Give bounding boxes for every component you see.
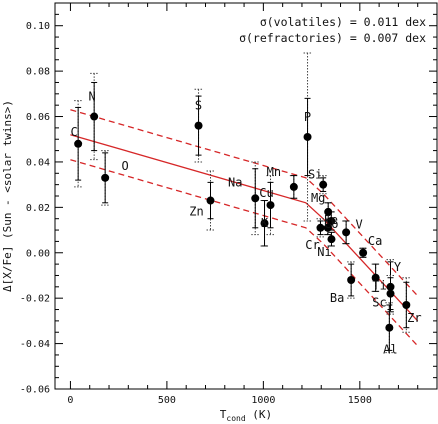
point-label-p: P [304, 110, 311, 124]
y-tick-label: 0.10 [26, 21, 50, 32]
axis-ticks [55, 2, 437, 390]
point-label-n: N [89, 90, 96, 104]
data-point-s [194, 121, 203, 130]
point-label-zr: Zr [407, 311, 421, 325]
point-label-cr: Cr [305, 238, 319, 252]
y-tick-label: -0.06 [20, 385, 50, 396]
point-label-sc: Sc [372, 296, 386, 310]
data-point-zr [402, 300, 411, 309]
point-label-k: K [261, 216, 269, 230]
point-label-y: Y [394, 260, 402, 274]
data-point-n [90, 112, 99, 121]
x-axis-label: Tcond (K) [220, 408, 272, 423]
data-point-ni [327, 235, 336, 244]
data-points [74, 112, 411, 332]
error-bars [74, 52, 411, 354]
x-tick-label: 1000 [251, 395, 275, 406]
y-tick-label: -0.04 [20, 339, 50, 350]
y-tick-label: 0.04 [26, 157, 50, 168]
fit-line [70, 134, 419, 322]
x-axis-label-sub: cond [226, 414, 245, 423]
data-point-p [303, 132, 312, 141]
y-axis-label: Δ[X/Fe] (Sun - <solar twins>) [1, 100, 14, 292]
data-point-cu [266, 201, 275, 210]
data-point-o [101, 173, 110, 182]
point-label-s: S [195, 99, 202, 113]
data-point-k [260, 219, 269, 228]
fit-lower-bound [70, 159, 419, 347]
point-label-ti: Ti [372, 279, 386, 293]
x-tick-labels: 0 500 1000 1500 [67, 395, 371, 406]
y-tick-label: 0.00 [26, 248, 50, 259]
point-label-zn: Zn [189, 205, 203, 219]
y-tick-label: -0.02 [20, 294, 50, 305]
data-point-ca [359, 248, 368, 257]
plot-frame [54, 2, 438, 390]
data-point-na [251, 194, 260, 203]
x-tick-label: 1500 [348, 395, 372, 406]
annotation-volatiles: σ(volatiles) = 0.011 dex [260, 15, 426, 29]
point-label-ba: Ba [330, 291, 344, 305]
x-tick-label: 0 [67, 395, 73, 406]
x-axis-label-main: T [220, 408, 227, 421]
point-label-ca: Ca [368, 234, 382, 248]
data-point-co [327, 216, 336, 225]
y-tick-label: 0.02 [26, 203, 50, 214]
y-tick-label: 0.08 [26, 67, 50, 78]
fit-upper-bound [70, 109, 419, 297]
data-point-si [319, 180, 328, 189]
data-point-y [386, 282, 395, 291]
data-point-c [74, 139, 83, 148]
point-label-v: V [356, 217, 363, 231]
point-label-si: Si [308, 168, 322, 182]
point-label-cu: Cu [259, 186, 273, 200]
data-point-sc [386, 289, 395, 298]
data-point-cr [316, 223, 325, 232]
data-point-al [385, 323, 394, 332]
data-point-fe [323, 223, 332, 232]
y-tick-labels: -0.06 -0.04 -0.02 0.00 0.02 0.04 0.06 0.08 0.10 [20, 21, 50, 395]
data-point-v [342, 228, 351, 237]
point-label-ni: Ni [317, 245, 331, 259]
point-label-na: Na [228, 175, 242, 189]
data-point-mn [289, 182, 298, 191]
point-label-c: C [71, 125, 78, 139]
point-label-mn: Mn [267, 165, 281, 179]
point-label-al: Al [383, 343, 397, 357]
data-point-zn [206, 196, 215, 205]
data-point-ti [371, 273, 380, 282]
point-label-mg: Mg [311, 191, 325, 205]
y-tick-label: 0.06 [26, 112, 50, 123]
fit-lines [70, 109, 419, 347]
data-point-mg [324, 207, 333, 216]
annotation-refractories: σ(refractories) = 0.007 dex [239, 31, 426, 45]
data-point-ba [347, 276, 356, 285]
point-label-fe: Fe [324, 213, 338, 227]
point-label-o: O [122, 159, 129, 173]
point-labels: C N O S Zn Na K Cu Mn P Cr Si Mg Fe Ni Co V Ba Ca Ti Y Sc Al Zr [71, 90, 422, 357]
x-tick-label: 500 [158, 395, 176, 406]
x-axis-label-unit: (K) [246, 408, 273, 421]
point-label-co: Co [324, 217, 338, 231]
